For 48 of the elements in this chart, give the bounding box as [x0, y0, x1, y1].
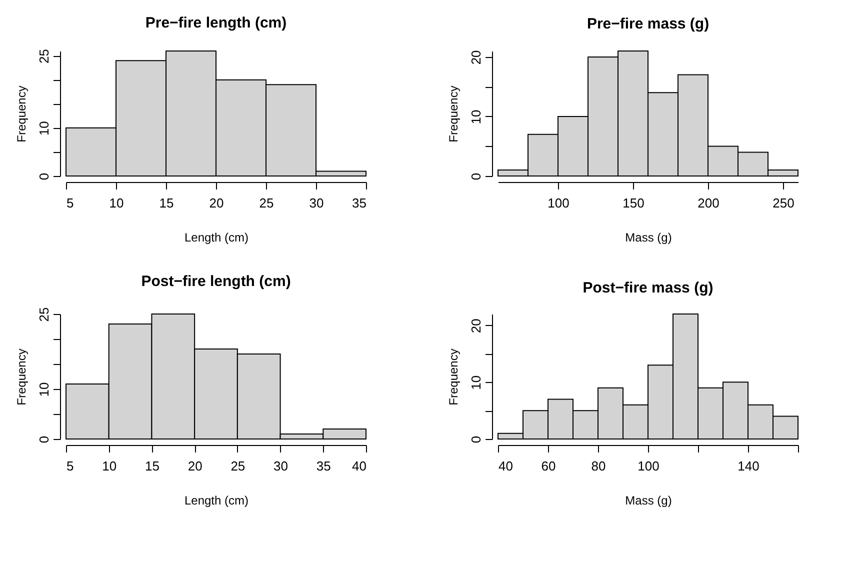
y-axis-title: Frequency [446, 348, 460, 406]
x-tick-label: 35 [352, 196, 366, 210]
x-tick-label: 30 [309, 196, 324, 210]
y-tick-label: 10 [468, 375, 484, 390]
y-axis-title: Frequency [446, 86, 460, 142]
y-axis-title: Frequency [14, 86, 28, 142]
x-tick-label: 15 [159, 196, 174, 210]
x-axis-title: Mass (g) [625, 230, 672, 244]
x-tick-label: 10 [109, 196, 124, 210]
chart-title: Pre−fire length (cm) [145, 14, 287, 32]
x-tick-label: 150 [622, 196, 644, 210]
x-tick-label: 30 [274, 458, 288, 474]
x-tick-label: 25 [259, 196, 274, 210]
x-tick-label: 25 [230, 458, 246, 474]
x-tick-label: 60 [541, 458, 556, 474]
x-tick-label: 15 [144, 458, 160, 474]
x-tick-label: 80 [591, 458, 606, 474]
y-tick-label: 20 [468, 318, 484, 334]
x-tick-label: 20 [209, 196, 224, 210]
x-tick-label: 20 [188, 458, 202, 474]
y-tick-label: 0 [36, 436, 52, 444]
x-tick-label: 40 [352, 458, 366, 474]
y-tick-label: 25 [36, 307, 52, 322]
x-tick-label: 100 [548, 196, 570, 210]
x-tick-label: 5 [66, 196, 74, 210]
y-tick-label: 25 [36, 49, 52, 64]
x-axis-title: Mass (g) [625, 494, 672, 508]
chart-title: Post−fire mass (g) [582, 280, 714, 296]
y-tick-label: 10 [36, 121, 52, 136]
x-axis-title: Length (cm) [184, 230, 249, 244]
y-tick-label: 20 [468, 50, 484, 65]
y-tick-label: 0 [36, 172, 52, 180]
x-tick-label: 250 [772, 196, 794, 210]
y-tick-label: 10 [36, 382, 52, 397]
x-tick-label: 40 [498, 458, 513, 474]
x-tick-label: 10 [102, 458, 117, 474]
x-axis-title: Length (cm) [184, 494, 249, 508]
x-tick-label: 200 [698, 196, 720, 210]
x-tick-label: 140 [738, 458, 760, 474]
y-tick-label: 0 [468, 172, 484, 180]
x-tick-label: 100 [638, 458, 660, 474]
chart-title: Post−fire length (cm) [141, 272, 291, 290]
y-axis-title: Frequency [14, 348, 28, 406]
y-tick-label: 0 [468, 436, 484, 444]
x-tick-label: 35 [316, 458, 331, 474]
chart-title: Pre−fire mass (g) [586, 16, 710, 33]
y-tick-label: 10 [468, 110, 484, 124]
x-tick-label: 5 [66, 458, 74, 474]
